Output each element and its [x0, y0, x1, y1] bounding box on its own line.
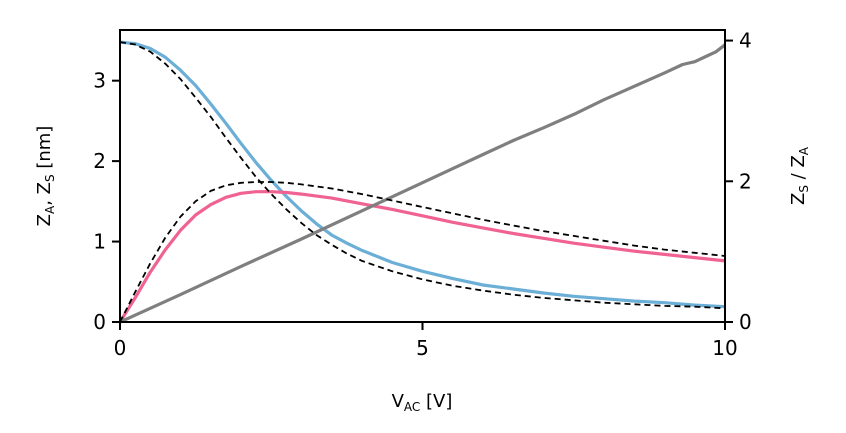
y-left-tick-label: 2	[93, 149, 106, 173]
plot-frame	[119, 29, 726, 323]
y-left-tick-label: 0	[93, 310, 106, 334]
series-line-za	[119, 40, 726, 309]
y-left-tick-label: 1	[93, 230, 106, 254]
x-axis-label: VAC [V]	[392, 391, 453, 414]
series-line-ratio	[119, 43, 726, 324]
series-line-za-model	[119, 41, 726, 310]
y-left-axis-label: ZA, ZS [nm]	[34, 126, 57, 227]
x-tick-label: 0	[114, 336, 127, 360]
x-tick-label: 10	[712, 336, 737, 360]
series-line-zs	[118, 190, 726, 323]
x-tick-label: 5	[416, 336, 429, 360]
y-right-axis-label: ZS / ZA	[788, 146, 811, 205]
y-right-tick-label: 0	[739, 310, 752, 334]
y-left-tick-label: 3	[93, 69, 106, 93]
y-right-tick-label: 2	[739, 169, 752, 193]
plot-area	[118, 40, 726, 324]
series-line-zs-model	[119, 181, 726, 323]
y-right-tick-label: 4	[739, 29, 752, 53]
